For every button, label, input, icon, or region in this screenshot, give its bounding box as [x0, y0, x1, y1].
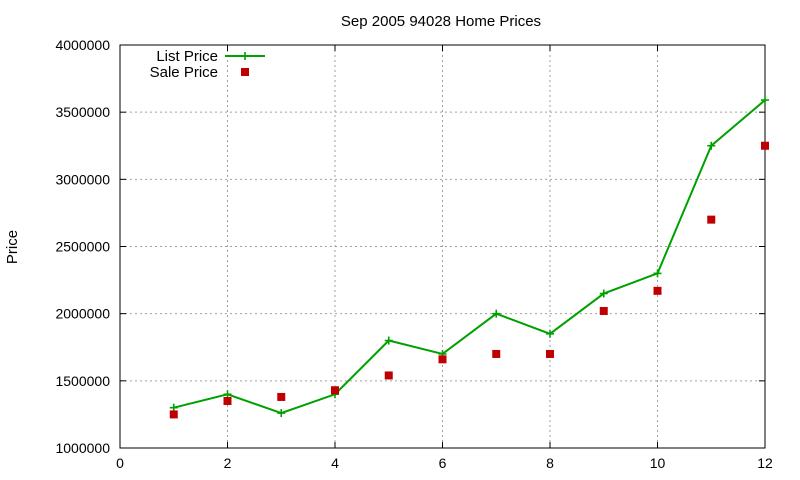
series-sale-price: [169, 141, 769, 419]
data-point-list-price: [707, 141, 716, 150]
data-point-list-price: [384, 336, 393, 345]
x-tick-label: 0: [116, 455, 124, 471]
plot-frame: [119, 44, 766, 449]
data-point-sale-price: [761, 141, 769, 150]
data-point-list-price: [546, 329, 554, 338]
legend-item-sale-price: Sale Price: [150, 64, 249, 81]
data-point-list-price: [169, 403, 178, 412]
y-axis-label: Price: [4, 230, 21, 264]
x-tick-label: 2: [224, 455, 232, 471]
legend-swatch-marker: [241, 68, 249, 76]
data-point-sale-price: [492, 349, 501, 358]
series-list-price: [169, 96, 769, 418]
data-point-list-price: [492, 309, 501, 318]
data-point-sale-price: [653, 286, 662, 295]
data-point-sale-price: [546, 349, 554, 358]
chart-title: Sep 2005 94028 Home Prices: [341, 13, 541, 30]
x-tick-label: 10: [650, 455, 666, 471]
y-tick-label: 4000000: [55, 37, 110, 53]
x-tick-label: 4: [331, 455, 339, 471]
y-tick-label: 2000000: [55, 306, 110, 322]
data-point-sale-price: [169, 410, 178, 419]
data-point-sale-price: [223, 396, 232, 405]
grid: [120, 45, 765, 448]
data-point-list-price: [599, 289, 608, 298]
legend-item-list-price: List Price: [156, 48, 265, 65]
y-tick-label: 3500000: [55, 104, 110, 120]
data-point-sale-price: [331, 386, 339, 395]
y-tick-label: 1500000: [55, 373, 110, 389]
series: [169, 96, 769, 419]
data-point-list-price: [653, 269, 662, 278]
legend-swatch-marker: [241, 52, 249, 60]
legend-label: Sale Price: [150, 64, 218, 81]
y-tick-label: 2500000: [55, 239, 110, 255]
x-tick-label: 12: [757, 455, 773, 471]
data-point-sale-price: [599, 306, 608, 315]
y-tick-label: 1000000: [55, 440, 110, 456]
data-point-sale-price: [438, 355, 447, 364]
series-line-list-price: [173, 99, 766, 415]
data-point-sale-price: [277, 392, 286, 401]
data-point-list-price: [761, 96, 769, 105]
data-point-sale-price: [384, 371, 393, 380]
data-point-sale-price: [707, 215, 716, 224]
legend-label: List Price: [156, 48, 218, 65]
x-tick-label: 8: [546, 455, 554, 471]
y-tick-label: 3000000: [55, 171, 110, 187]
x-tick-label: 6: [439, 455, 447, 471]
data-point-list-price: [277, 409, 286, 418]
data-point-list-price: [223, 390, 232, 399]
